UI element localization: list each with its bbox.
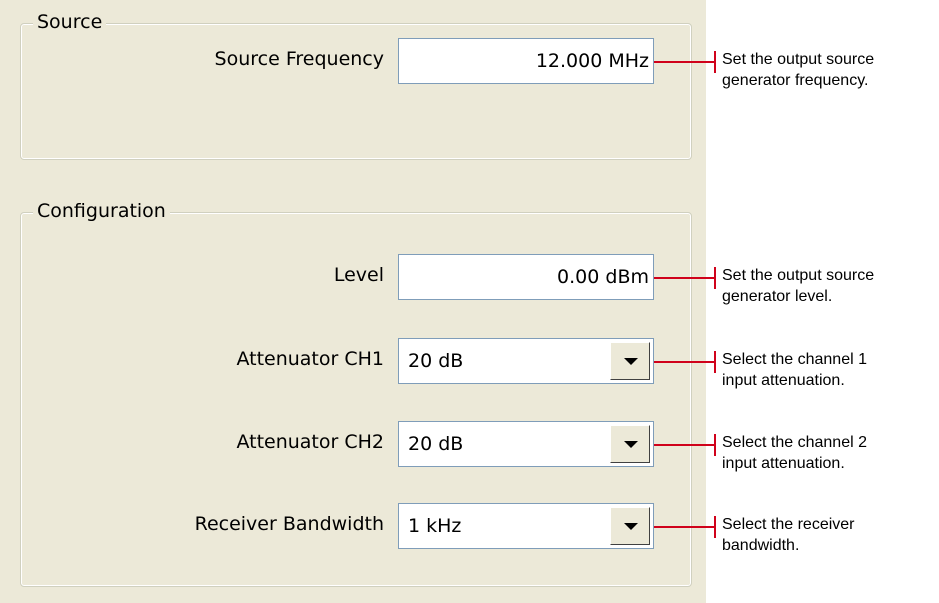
callout-text: generator level. bbox=[722, 288, 833, 305]
field-label: Attenuator CH1 bbox=[236, 348, 384, 370]
dropdown[interactable]: 20 dB bbox=[398, 421, 654, 467]
callout-line bbox=[654, 267, 716, 289]
text-input[interactable]: 0.00 dBm bbox=[398, 254, 654, 300]
group-title: Source bbox=[33, 11, 107, 33]
dropdown-button[interactable] bbox=[610, 425, 650, 463]
callout-line bbox=[654, 434, 716, 456]
callout-text: Select the channel 1 bbox=[722, 351, 867, 368]
dropdown[interactable]: 1 kHz bbox=[398, 503, 654, 549]
dropdown-button[interactable] bbox=[610, 342, 650, 380]
configuration-group: Configuration bbox=[20, 200, 692, 587]
field-label: Level bbox=[333, 264, 384, 286]
callout-text: input attenuation. bbox=[722, 372, 845, 389]
dropdown[interactable]: 20 dB bbox=[398, 338, 654, 384]
field-value: 20 dB bbox=[408, 433, 464, 455]
source-group: Source bbox=[20, 11, 692, 160]
callout-text: Set the output source bbox=[722, 267, 875, 284]
callout-line bbox=[654, 351, 716, 373]
field-label: Attenuator CH2 bbox=[236, 431, 384, 453]
callout-text: input attenuation. bbox=[722, 455, 845, 472]
field-value: 1 kHz bbox=[408, 515, 462, 537]
callout-text: Set the output source bbox=[722, 51, 875, 68]
field-value: 12.000 MHz bbox=[535, 50, 649, 72]
field-value: 20 dB bbox=[408, 350, 464, 372]
callout-text: Select the receiver bbox=[722, 516, 855, 533]
field-value: 0.00 dBm bbox=[557, 266, 649, 288]
field-label: Source Frequency bbox=[214, 48, 384, 70]
settings-panel: Source Configuration bbox=[0, 0, 706, 603]
callout-text: bandwidth. bbox=[722, 537, 800, 554]
text-input[interactable]: 12.000 MHz bbox=[398, 38, 654, 84]
callout-text: generator frequency. bbox=[722, 72, 869, 89]
callout-line bbox=[654, 516, 716, 538]
group-title: Configuration bbox=[33, 200, 170, 222]
field-label: Receiver Bandwidth bbox=[194, 513, 384, 535]
dropdown-button[interactable] bbox=[610, 507, 650, 545]
callout-line bbox=[654, 51, 716, 73]
callout-text: Select the channel 2 bbox=[722, 434, 867, 451]
